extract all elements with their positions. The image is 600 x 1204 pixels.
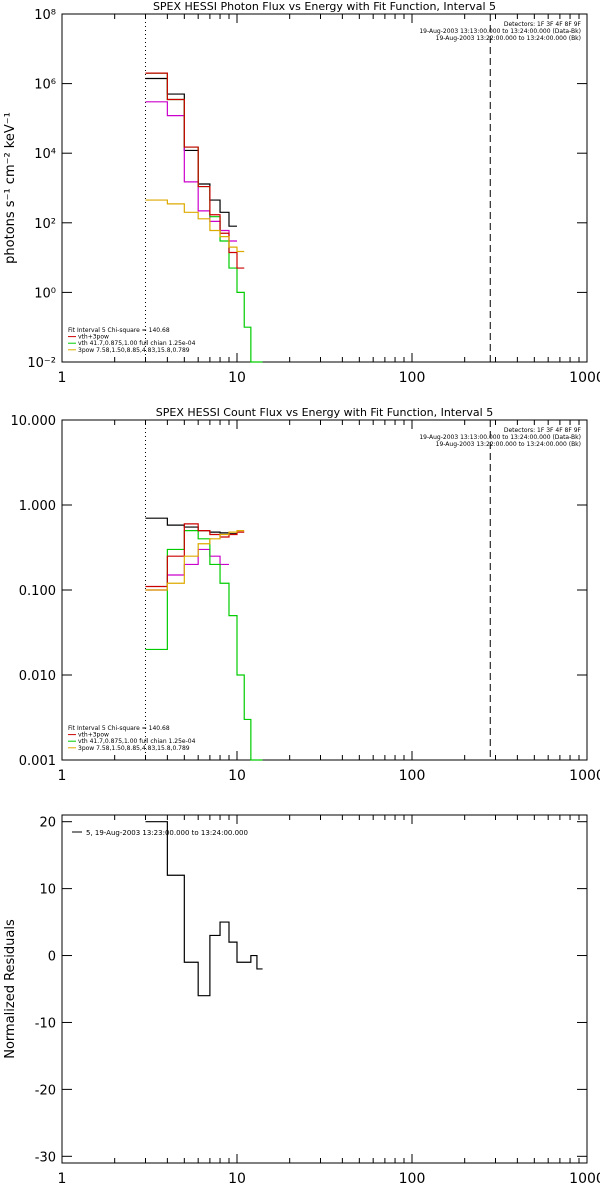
fit-legend-text: Fit Interval 5 Chi-square = 140.68 <box>68 725 170 732</box>
series-line <box>145 77 237 227</box>
y-tick-label: -30 <box>35 1150 56 1165</box>
fit-legend-text: 3pow 7.58,1.50,8.85,4.83,15.8,0.789 <box>78 745 190 752</box>
chart-title: SPEX HESSI Count Flux vs Energy with Fit… <box>156 406 493 419</box>
series-line <box>145 72 245 269</box>
fit-legend-text: vth 41.7,0.875,1.00 full chian 1.25e-04 <box>78 738 196 745</box>
y-tick-label: 10 <box>39 883 56 898</box>
y-tick-label: 10⁸ <box>34 8 56 23</box>
header-line: Detectors: 1F 3F 4F 8F 9F <box>504 427 582 434</box>
y-tick-label: 0.100 <box>19 584 56 599</box>
y-tick-label: 10⁶ <box>34 78 56 93</box>
fit-legend-text: vth+3pow <box>78 334 109 341</box>
x-tick-label: 10 <box>228 768 246 784</box>
series-line <box>145 529 245 591</box>
y-tick-label: 0.010 <box>19 669 56 684</box>
y-tick-label: 10² <box>34 217 56 232</box>
series-line <box>145 517 237 535</box>
header-line: 19-Aug-2003 13:13:00.000 to 13:24:00.000… <box>419 28 581 35</box>
y-tick-label: 0 <box>48 950 56 965</box>
series-line <box>145 548 229 591</box>
y-tick-label: 1.000 <box>19 499 56 514</box>
header-line: 19-Aug-2003 13:22:00.000 to 13:24:00.000… <box>436 35 581 42</box>
fit-legend-text: vth+3pow <box>78 732 109 739</box>
y-tick-label: -20 <box>35 1083 56 1098</box>
legend-text: 5, 19-Aug-2003 13:23:00.000 to 13:24:00.… <box>86 829 248 837</box>
header-line: Detectors: 1F 3F 4F 8F 9F <box>504 21 582 28</box>
x-tick-label: 100 <box>399 768 426 784</box>
x-tick-label: 10 <box>228 1171 246 1187</box>
y-tick-label: 10⁻² <box>27 356 56 371</box>
x-tick-label: 1 <box>58 768 67 784</box>
fit-legend-text: 3pow 7.58,1.50,8.85,4.83,15.8,0.789 <box>78 347 190 354</box>
fit-legend-text: Fit Interval 5 Chi-square = 140.68 <box>68 327 170 334</box>
header-line: 19-Aug-2003 13:13:00.000 to 13:24:00.000… <box>419 434 581 441</box>
x-tick-label: 100 <box>399 370 426 386</box>
y-tick-label: 10.000 <box>11 414 57 429</box>
y-tick-label: -10 <box>35 1016 56 1031</box>
x-tick-label: 1 <box>58 1171 67 1187</box>
x-tick-label: 1 <box>58 370 67 386</box>
header-line: 19-Aug-2003 13:22:00.000 to 13:24:00.000… <box>436 441 581 448</box>
y-axis-label: photons s⁻¹ cm⁻² keV⁻¹ <box>3 112 18 264</box>
plot-frame-1 <box>61 419 588 761</box>
y-tick-label: 0.001 <box>19 754 56 769</box>
y-tick-label: 10⁰ <box>34 286 56 301</box>
series-line <box>145 72 263 363</box>
fit-legend-text: vth 41.7,0.875,1.00 full chian 1.25e-04 <box>78 340 196 347</box>
series-line <box>145 199 245 253</box>
y-axis-label: Normalized Residuals <box>3 919 18 1059</box>
series-line <box>145 101 237 242</box>
y-tick-label: 10⁴ <box>34 147 56 162</box>
x-tick-label: 100 <box>399 1171 426 1187</box>
x-tick-label: 10 <box>228 370 246 386</box>
plot-frame-0 <box>61 13 588 363</box>
series-line <box>145 523 245 588</box>
series-line <box>145 821 263 997</box>
chart-title: SPEX HESSI Photon Flux vs Energy with Fi… <box>153 0 496 13</box>
plot-frame-2 <box>61 814 588 1164</box>
y-tick-label: 20 <box>39 816 56 831</box>
